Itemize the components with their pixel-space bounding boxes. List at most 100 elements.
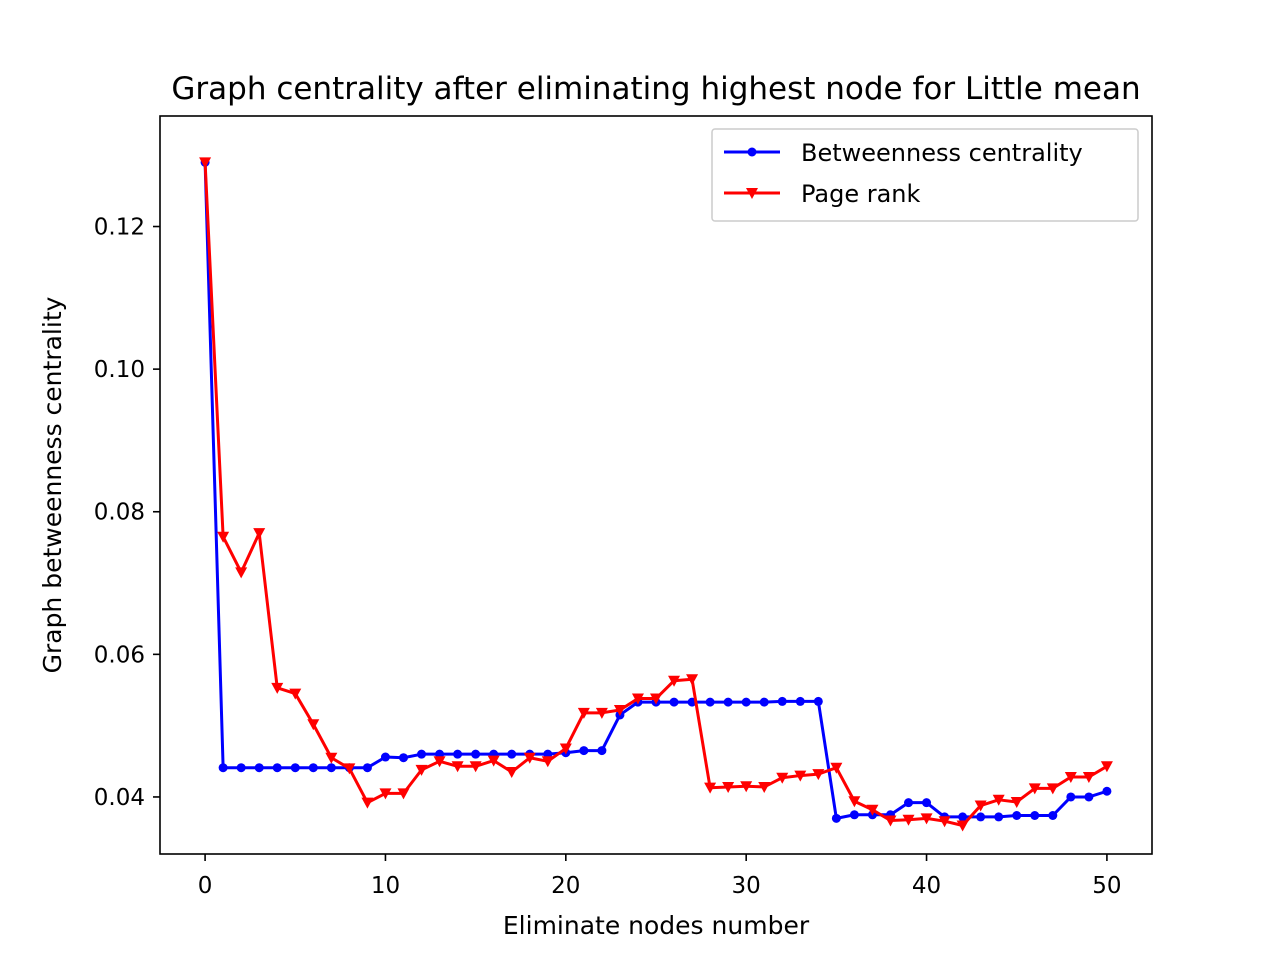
data-point — [994, 812, 1004, 822]
data-point — [866, 804, 879, 816]
legend-marker-betweenness — [747, 147, 757, 157]
data-point — [325, 752, 338, 764]
data-point — [992, 794, 1005, 806]
data-point — [397, 788, 410, 800]
data-point — [723, 697, 733, 707]
data-point — [236, 763, 246, 773]
data-point — [307, 719, 320, 731]
data-point — [541, 756, 554, 768]
data-point — [559, 743, 572, 755]
data-point — [884, 815, 897, 827]
series-1 — [199, 157, 1113, 832]
data-point — [469, 761, 482, 773]
data-point — [904, 798, 914, 808]
x-axis-label: Eliminate nodes number — [503, 911, 810, 940]
x-tick-label: 30 — [732, 873, 761, 899]
x-axis: 0 10 20 30 40 50 — [198, 854, 1122, 899]
data-point — [631, 693, 644, 705]
data-point — [272, 763, 282, 773]
data-point — [795, 696, 805, 706]
data-point — [777, 696, 787, 706]
data-point — [668, 675, 681, 687]
data-point — [831, 813, 841, 823]
data-point — [613, 704, 626, 716]
data-point — [1100, 761, 1113, 773]
data-point — [290, 763, 300, 773]
data-point — [758, 781, 771, 793]
data-point — [308, 763, 318, 773]
data-point — [1084, 792, 1094, 802]
data-point — [922, 798, 932, 808]
data-point — [343, 763, 356, 775]
data-point — [254, 763, 264, 773]
data-point — [217, 531, 230, 543]
data-point — [956, 820, 969, 832]
data-point — [958, 812, 968, 822]
legend-label-betweenness: Betweenness centrality — [801, 139, 1083, 167]
data-point — [902, 814, 915, 826]
data-point — [974, 800, 987, 812]
data-point — [361, 797, 374, 809]
data-point — [1064, 771, 1077, 783]
data-point — [705, 697, 715, 707]
x-tick-label: 0 — [198, 873, 213, 899]
data-point — [1102, 786, 1112, 796]
y-tick-label: 0.04 — [94, 785, 145, 811]
data-point — [595, 707, 608, 719]
data-point — [1066, 792, 1076, 802]
data-point — [938, 816, 951, 828]
data-point — [813, 696, 823, 706]
data-point — [759, 697, 769, 707]
data-point — [505, 767, 518, 778]
x-tick-label: 50 — [1092, 873, 1121, 899]
data-point — [1046, 783, 1059, 795]
data-point — [253, 528, 266, 540]
data-point — [453, 749, 463, 759]
data-point — [812, 769, 825, 781]
x-tick-label: 40 — [912, 873, 941, 899]
data-point — [776, 772, 789, 784]
data-point — [597, 746, 607, 756]
data-point — [830, 762, 843, 774]
data-point — [1048, 810, 1058, 820]
data-point — [362, 763, 372, 773]
y-axis-label: Graph betweenness centrality — [38, 296, 67, 673]
data-point — [920, 813, 933, 825]
data-point — [471, 749, 481, 759]
data-point — [976, 812, 986, 822]
data-point — [1010, 796, 1023, 808]
data-point — [579, 746, 589, 756]
data-point — [218, 763, 228, 773]
data-point — [794, 770, 807, 782]
data-point — [1082, 771, 1095, 783]
data-point — [650, 693, 662, 705]
data-point — [669, 697, 679, 707]
data-point — [451, 761, 464, 773]
chart-title: Graph centrality after eliminating highe… — [171, 71, 1140, 107]
data-point — [848, 796, 861, 808]
y-tick-label: 0.08 — [94, 500, 145, 526]
data-point — [289, 688, 302, 700]
series-layer — [199, 157, 1113, 832]
data-point — [235, 567, 248, 579]
data-point — [577, 707, 590, 719]
data-point — [523, 752, 536, 764]
data-point — [849, 810, 859, 820]
data-point — [722, 781, 735, 793]
y-tick-label: 0.12 — [94, 215, 145, 241]
y-tick-label: 0.06 — [94, 642, 145, 668]
legend-label-page-rank: Page rank — [801, 180, 921, 208]
data-point — [740, 781, 753, 793]
data-point — [415, 764, 428, 776]
legend: Betweenness centrality Page rank — [711, 128, 1139, 222]
data-point — [1028, 783, 1041, 795]
data-point — [326, 763, 336, 773]
data-point — [271, 682, 284, 694]
data-point — [741, 697, 751, 707]
legend-box — [711, 128, 1139, 222]
data-point — [199, 157, 212, 169]
data-point — [398, 753, 408, 763]
x-tick-label: 20 — [551, 873, 580, 899]
data-point — [379, 788, 392, 800]
